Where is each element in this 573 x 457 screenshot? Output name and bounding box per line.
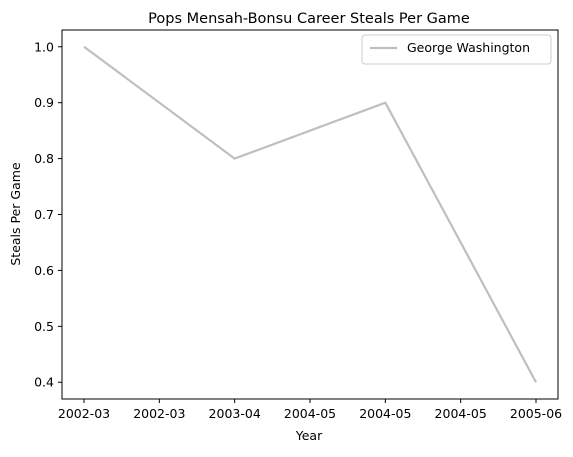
y-tick-label: 0.4: [34, 375, 54, 390]
legend-label-george-washington: George Washington: [407, 40, 530, 55]
chart-title: Pops Mensah-Bonsu Career Steals Per Game: [148, 11, 470, 27]
y-axis-label: Steals Per Game: [8, 162, 23, 266]
x-tick-label: 2004-05: [284, 406, 336, 421]
y-axis: 1.0 0.9 0.8 0.7 0.6 0.5 0.4: [34, 39, 62, 389]
y-tick-label: 0.6: [34, 263, 54, 278]
y-tick-label: 0.9: [34, 95, 54, 110]
x-tick-label: 2005-06: [510, 406, 562, 421]
y-tick-label: 0.7: [34, 207, 54, 222]
x-tick-label: 2004-05: [435, 406, 487, 421]
x-tick-label: 2003-04: [209, 406, 261, 421]
legend: George Washington: [362, 35, 551, 64]
y-tick-label: 1.0: [34, 39, 54, 54]
x-tick-label: 2002-03: [133, 406, 185, 421]
y-tick-label: 0.8: [34, 151, 54, 166]
x-tick-label: 2004-05: [359, 406, 411, 421]
series-layer: [84, 47, 536, 382]
x-tick-label: 2002-03: [58, 406, 110, 421]
series-line-george-washington: [84, 47, 536, 382]
x-axis: 2002-03 2002-03 2003-04 2004-05 2004-05 2004-…: [58, 399, 562, 421]
y-tick-label: 0.5: [34, 319, 54, 334]
x-axis-label: Year: [295, 428, 323, 443]
